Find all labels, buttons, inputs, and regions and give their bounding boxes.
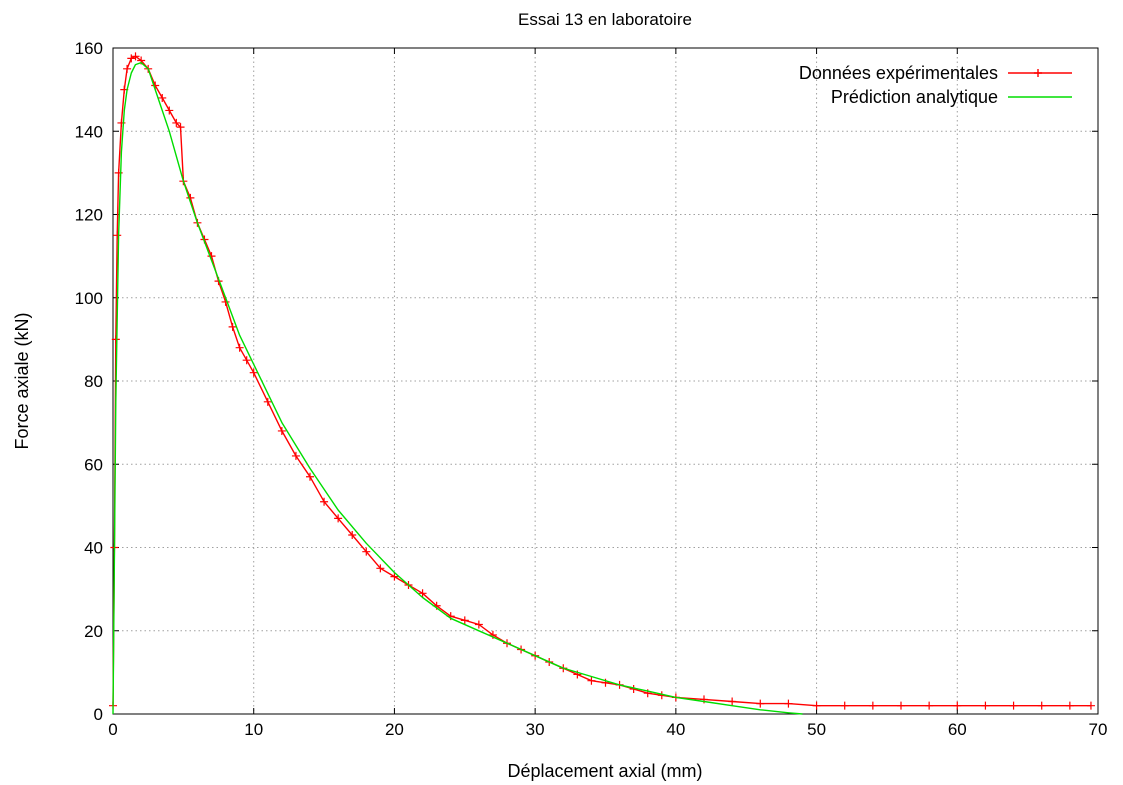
y-tick-label: 0 — [94, 705, 103, 724]
legend: Données expérimentales Prédiction analyt… — [799, 63, 1072, 107]
legend-label-experimental: Données expérimentales — [799, 63, 998, 83]
y-tick-label: 20 — [84, 622, 103, 641]
y-tick-label: 120 — [75, 206, 103, 225]
data-point — [334, 514, 343, 523]
data-point — [249, 368, 258, 377]
data-point — [111, 335, 120, 344]
data-point — [127, 54, 136, 63]
data-point — [242, 356, 251, 365]
data-point — [897, 701, 905, 710]
data-point — [1037, 701, 1046, 710]
data-point — [840, 701, 849, 710]
data-point — [812, 701, 821, 710]
data-point — [176, 123, 185, 132]
data-point — [376, 564, 385, 573]
data-point — [390, 572, 399, 581]
data-point — [1086, 701, 1095, 710]
x-tick-label: 40 — [666, 720, 685, 739]
y-axis-title: Force axiale (kN) — [12, 312, 32, 449]
data-point — [756, 699, 765, 708]
data-point — [1065, 701, 1074, 710]
x-tick-label: 20 — [385, 720, 404, 739]
data-point — [362, 547, 371, 556]
legend-label-prediction: Prédiction analytique — [831, 87, 998, 107]
data-point — [348, 531, 357, 540]
data-point — [474, 620, 483, 629]
data-point — [784, 699, 793, 708]
chart-title: Essai 13 en laboratoire — [518, 10, 692, 29]
y-tick-label: 100 — [75, 289, 103, 308]
data-point — [158, 93, 167, 102]
x-tick-label: 50 — [807, 720, 826, 739]
data-point — [172, 118, 181, 127]
data-point — [235, 343, 244, 352]
data-point — [1009, 701, 1018, 710]
data-point — [320, 497, 329, 506]
data-point — [587, 676, 596, 685]
data-point — [418, 589, 427, 598]
data-point — [165, 106, 174, 115]
x-tick-label: 70 — [1089, 720, 1108, 739]
x-tick-label: 30 — [526, 720, 545, 739]
data-point — [868, 701, 877, 710]
x-axis-title: Déplacement axial (mm) — [507, 761, 702, 781]
data-point — [263, 397, 272, 406]
data-point — [460, 616, 469, 625]
y-tick-label: 80 — [84, 372, 103, 391]
data-point — [306, 472, 314, 481]
series-line-1 — [112, 61, 803, 715]
x-tick-label: 10 — [244, 720, 263, 739]
series-layer — [109, 52, 1095, 715]
data-point — [291, 451, 300, 460]
tick-layer: 0 10 20 30 40 50 60 70 0 20 40 60 80 100 120 140 160 — [75, 39, 1108, 739]
data-point — [981, 701, 990, 710]
data-point — [113, 231, 122, 240]
data-point — [131, 52, 140, 61]
series-line-0 — [112, 55, 1091, 707]
y-tick-label: 140 — [75, 122, 103, 141]
data-point — [277, 426, 286, 435]
y-tick-label: 40 — [84, 539, 103, 558]
y-tick-label: 60 — [84, 455, 103, 474]
x-tick-label: 0 — [108, 720, 117, 739]
data-point — [728, 697, 737, 706]
y-tick-label: 160 — [75, 39, 103, 58]
data-point — [925, 701, 934, 710]
grid-layer — [113, 48, 1098, 714]
legend-marker-experimental — [1034, 69, 1042, 77]
data-point — [228, 322, 237, 331]
data-point — [123, 64, 132, 73]
data-point — [953, 701, 962, 710]
x-tick-label: 60 — [948, 720, 967, 739]
